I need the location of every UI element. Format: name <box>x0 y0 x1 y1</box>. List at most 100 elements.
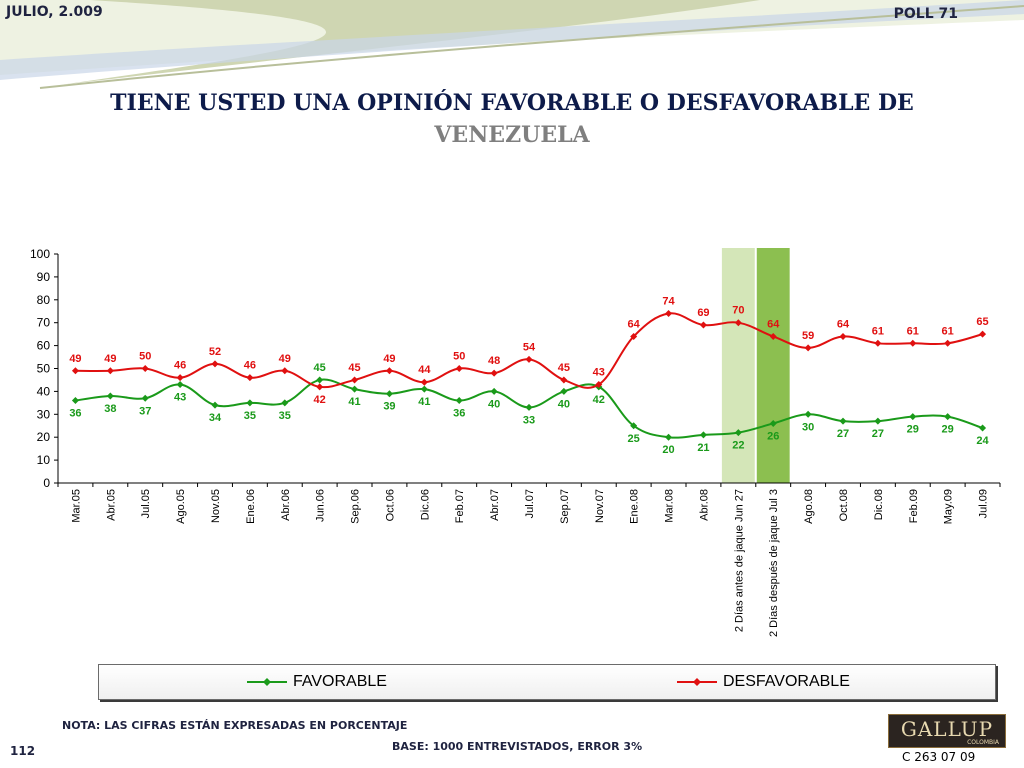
point-favorable <box>630 422 638 430</box>
data-label-favorable: 45 <box>314 362 326 374</box>
data-label-favorable: 40 <box>558 398 570 410</box>
point-favorable <box>176 381 184 389</box>
gallup-logo: GALLUP COLOMBIA <box>888 714 1006 748</box>
y-tick-label: 80 <box>37 293 51 307</box>
data-label-desfavorable: 54 <box>523 341 536 353</box>
point-favorable <box>420 385 428 393</box>
y-tick-label: 70 <box>37 316 51 330</box>
point-favorable <box>699 431 707 439</box>
x-tick-label: Abr.08 <box>698 489 710 521</box>
point-favorable <box>979 424 987 432</box>
point-desfavorable <box>281 367 289 375</box>
y-tick-label: 40 <box>37 384 51 398</box>
x-tick-label: Jul.05 <box>140 489 152 518</box>
x-tick-label: Ene.06 <box>245 489 257 524</box>
point-favorable <box>106 392 114 400</box>
data-label-desfavorable: 43 <box>593 367 605 379</box>
point-desfavorable <box>211 360 219 368</box>
data-label-desfavorable: 42 <box>314 394 326 406</box>
data-label-desfavorable: 50 <box>139 351 151 363</box>
data-label-favorable: 21 <box>697 442 709 454</box>
data-label-desfavorable: 46 <box>174 360 186 372</box>
chart-legend: FAVORABLE DESFAVORABLE <box>98 664 996 700</box>
point-desfavorable <box>944 339 952 347</box>
data-label-favorable: 26 <box>767 430 779 442</box>
point-desfavorable <box>246 374 254 382</box>
logo-subtext: COLOMBIA <box>967 739 999 746</box>
data-label-desfavorable: 64 <box>628 318 641 330</box>
x-tick-label: Nov.07 <box>594 489 606 523</box>
point-favorable <box>839 417 847 425</box>
point-desfavorable <box>351 376 359 384</box>
x-tick-label: Sep.07 <box>559 489 571 524</box>
data-label-favorable: 36 <box>69 408 81 420</box>
data-label-favorable: 42 <box>593 394 605 406</box>
x-tick-label: Dic.06 <box>419 489 431 520</box>
x-tick-label: Feb.07 <box>454 489 466 523</box>
point-favorable <box>141 394 149 402</box>
data-label-desfavorable: 61 <box>907 325 919 337</box>
point-desfavorable <box>595 381 603 389</box>
point-favorable <box>944 413 952 421</box>
point-desfavorable <box>316 383 324 391</box>
x-tick-label: 2 Días después de jaque Jul 3 <box>768 489 780 637</box>
point-desfavorable <box>490 369 498 377</box>
x-tick-label: Dic.08 <box>873 489 885 520</box>
data-label-favorable: 35 <box>244 410 256 422</box>
y-tick-label: 10 <box>37 453 51 467</box>
point-desfavorable <box>804 344 812 352</box>
report-date: JULIO, 2.009 <box>6 4 103 20</box>
data-label-desfavorable: 46 <box>244 360 256 372</box>
x-tick-label: Mar.05 <box>70 489 82 523</box>
data-label-favorable: 20 <box>662 444 674 456</box>
x-tick-label: May.09 <box>943 489 955 524</box>
header-swoosh <box>0 0 1024 89</box>
highlight-band-2 <box>756 248 790 483</box>
data-label-favorable: 29 <box>907 424 919 436</box>
data-label-favorable: 30 <box>802 421 814 433</box>
chart-title-line2: VENEZUELA <box>434 122 590 148</box>
data-label-favorable: 34 <box>209 412 222 424</box>
point-desfavorable <box>630 332 638 340</box>
footnote: NOTA: LAS CIFRAS ESTÁN EXPRESADAS EN POR… <box>62 719 408 732</box>
x-tick-label: Ene.08 <box>629 489 641 524</box>
point-desfavorable <box>839 332 847 340</box>
point-favorable <box>525 403 533 411</box>
x-tick-label: Abr.06 <box>280 489 292 521</box>
x-tick-label: Ago.05 <box>175 489 187 524</box>
data-label-favorable: 25 <box>628 433 640 445</box>
data-label-layer: 36 38 37 43 34 35 35 45 41 39 41 36 40 33 40 42 25 20 21 22… <box>69 296 989 457</box>
point-desfavorable <box>176 374 184 382</box>
data-label-favorable: 43 <box>174 392 186 404</box>
point-desfavorable <box>665 310 673 318</box>
point-favorable <box>385 390 393 398</box>
data-label-desfavorable: 45 <box>558 362 570 374</box>
logo-text: GALLUP <box>900 717 994 741</box>
report-code: C 263 07 09 <box>902 750 976 764</box>
data-label-favorable: 27 <box>837 428 849 440</box>
x-tick-label: Ago.08 <box>803 489 815 524</box>
point-favorable <box>281 399 289 407</box>
data-label-favorable: 27 <box>872 428 884 440</box>
point-favorable <box>769 419 777 427</box>
y-tick-label: 50 <box>37 362 51 376</box>
data-label-desfavorable: 70 <box>732 305 744 317</box>
data-label-desfavorable: 64 <box>767 318 780 330</box>
legend-label-desfavorable: DESFAVORABLE <box>723 673 850 690</box>
page-number: 112 <box>10 744 36 758</box>
legend-marker-favorable <box>247 678 287 686</box>
sample-base: BASE: 1000 ENTREVISTADOS, ERROR 3% <box>392 740 643 753</box>
data-label-favorable: 41 <box>418 396 430 408</box>
x-tick-label: Oct.06 <box>384 489 396 521</box>
data-label-favorable: 33 <box>523 414 535 426</box>
data-label-desfavorable: 61 <box>872 325 884 337</box>
x-tick-label: Feb.09 <box>908 489 920 523</box>
legend-item-desfavorable: DESFAVORABLE <box>677 673 850 691</box>
legend-marker-desfavorable <box>677 678 717 686</box>
y-tick-label: 0 <box>43 476 50 490</box>
point-desfavorable <box>874 339 882 347</box>
point-favorable <box>560 387 568 395</box>
data-label-desfavorable: 48 <box>488 355 500 367</box>
data-label-desfavorable: 50 <box>453 351 465 363</box>
point-favorable <box>490 387 498 395</box>
